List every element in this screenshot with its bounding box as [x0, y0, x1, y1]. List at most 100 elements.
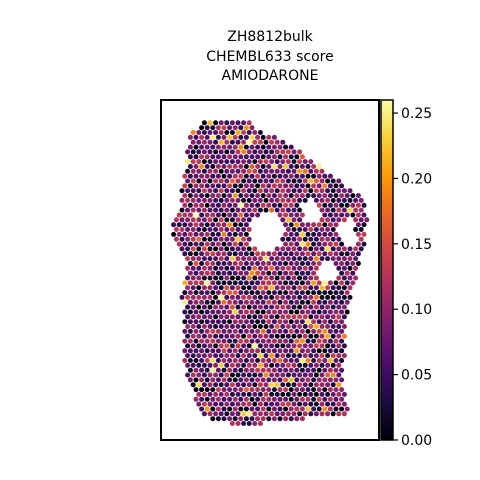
spot-point: [238, 290, 243, 295]
spot-point: [272, 329, 277, 334]
spot-point: [336, 314, 341, 319]
spot-point: [320, 343, 325, 348]
spot-point: [255, 397, 260, 402]
spot-point: [236, 343, 241, 348]
spot-point: [269, 159, 274, 164]
spot-point: [202, 363, 207, 368]
spot-point: [306, 280, 311, 285]
spot-point: [272, 407, 277, 412]
spot-point: [208, 227, 213, 232]
spot-point: [314, 392, 319, 397]
spot-point: [328, 300, 333, 305]
spot-point: [300, 319, 305, 324]
spot-point: [294, 387, 299, 392]
spot-point: [219, 276, 224, 281]
spot-point: [269, 382, 274, 387]
spot-point: [261, 387, 266, 392]
spot-point: [272, 397, 277, 402]
spot-point: [208, 334, 213, 339]
spot-point: [236, 159, 241, 164]
spot-point: [208, 198, 213, 203]
spot-point: [306, 232, 311, 237]
spot-point: [331, 305, 336, 310]
spot-point: [227, 319, 232, 324]
spot-point: [208, 411, 213, 416]
spot-point: [230, 140, 235, 145]
spot-point: [188, 222, 193, 227]
spot-point: [194, 387, 199, 392]
spot-point: [280, 188, 285, 193]
colorbar-tick-label: 0.15: [401, 237, 432, 253]
spot-point: [320, 237, 325, 242]
spot-point: [269, 285, 274, 290]
spot-point: [325, 402, 330, 407]
spot-point: [264, 363, 269, 368]
spot-point: [202, 169, 207, 174]
spot-point: [252, 402, 257, 407]
spot-point: [314, 227, 319, 232]
spot-point: [292, 343, 297, 348]
spot-point: [339, 319, 344, 324]
spot-point: [331, 353, 336, 358]
spot-point: [362, 232, 367, 237]
spot-point: [244, 339, 249, 344]
spot-point: [202, 314, 207, 319]
spot-point: [258, 159, 263, 164]
spot-point: [182, 222, 187, 227]
spot-point: [199, 164, 204, 169]
spot-point: [185, 256, 190, 261]
spot-point: [306, 300, 311, 305]
spot-point: [272, 135, 277, 140]
spot-point: [328, 203, 333, 208]
spot-point: [261, 368, 266, 373]
spot-point: [320, 246, 325, 251]
spot-point: [227, 242, 232, 247]
spot-point: [252, 188, 257, 193]
spot-point: [222, 407, 227, 412]
spot-point: [328, 407, 333, 412]
spot-point: [224, 208, 229, 213]
spot-point: [297, 314, 302, 319]
spot-point: [241, 363, 246, 368]
spot-point: [188, 193, 193, 198]
spot-point: [250, 290, 255, 295]
spot-point: [202, 276, 207, 281]
spot-point: [213, 392, 218, 397]
spot-point: [306, 183, 311, 188]
spot-point: [258, 421, 263, 426]
spot-point: [236, 208, 241, 213]
spot-point: [213, 140, 218, 145]
spot-point: [230, 256, 235, 261]
spot-point: [255, 416, 260, 421]
spot-point: [219, 169, 224, 174]
spot-point: [266, 280, 271, 285]
spot-point: [216, 300, 221, 305]
spot-point: [294, 183, 299, 188]
spot-point: [258, 208, 263, 213]
spot-point: [350, 193, 355, 198]
spot-point: [236, 324, 241, 329]
spot-point: [261, 416, 266, 421]
spot-point: [224, 314, 229, 319]
spot-point: [269, 411, 274, 416]
spot-point: [308, 363, 313, 368]
spot-point: [244, 222, 249, 227]
spot-point: [244, 377, 249, 382]
spot-point: [208, 266, 213, 271]
spot-point: [196, 140, 201, 145]
spot-point: [227, 125, 232, 130]
spot-point: [233, 174, 238, 179]
spot-point: [230, 324, 235, 329]
spot-point: [216, 290, 221, 295]
spot-point: [297, 169, 302, 174]
spot-point: [210, 377, 215, 382]
spot-point: [278, 300, 283, 305]
spot-point: [188, 348, 193, 353]
spot-point: [283, 222, 288, 227]
spot-point: [216, 135, 221, 140]
spot-point: [311, 377, 316, 382]
spot-point: [336, 198, 341, 203]
spot-point: [236, 305, 241, 310]
spot-point: [180, 295, 185, 300]
spot-point: [238, 213, 243, 218]
